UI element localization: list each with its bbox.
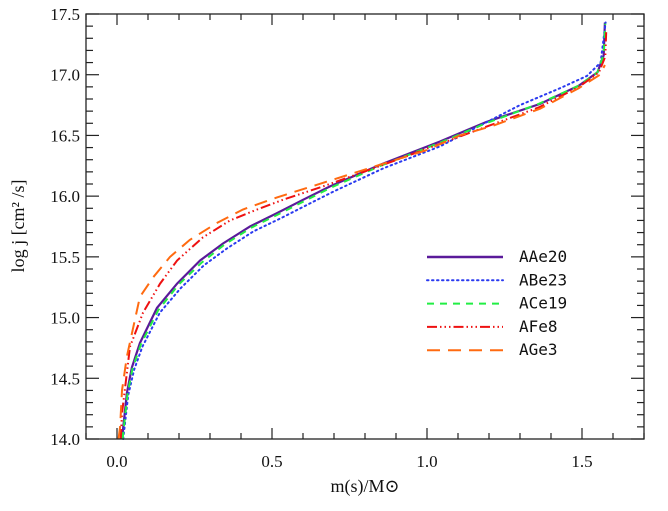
legend-label: ABe23 xyxy=(519,270,567,289)
legend-label: AFe8 xyxy=(519,317,558,336)
y-tick-label: 16.5 xyxy=(50,126,80,145)
legend-item-ACe19: ACe19 xyxy=(427,294,567,313)
y-tick-label: 14.5 xyxy=(50,369,80,388)
x-tick-label: 0.0 xyxy=(106,452,127,471)
legend-item-AFe8: AFe8 xyxy=(427,317,558,336)
x-tick-label: 1.0 xyxy=(416,452,437,471)
legend-item-AAe20: AAe20 xyxy=(427,247,567,266)
legend-item-AGe3: AGe3 xyxy=(427,340,558,359)
y-tick-label: 14.0 xyxy=(50,430,80,449)
y-tick-label: 17.0 xyxy=(50,66,80,85)
series-line-ABe23 xyxy=(122,21,607,440)
legend-label: ACe19 xyxy=(519,294,567,313)
legend-item-ABe23: ABe23 xyxy=(426,270,567,289)
y-tick-labels: 14.0 14.5 15.0 15.5 16.0 16.5 17.0 17.5 xyxy=(50,5,80,449)
series-line-AAe20 xyxy=(120,22,606,440)
x-axis-label: m(s)/M⊙ xyxy=(330,476,399,497)
x-tick-label: 1.5 xyxy=(571,452,592,471)
y-axis-label: log j [cm² /s] xyxy=(8,180,28,273)
plot-frame xyxy=(85,13,645,440)
legend-label: AGe3 xyxy=(519,340,558,359)
axis-ticks xyxy=(85,13,645,440)
y-tick-label: 15.5 xyxy=(50,248,80,267)
legend: AAe20 ABe23 ACe19 AFe8 AGe3 xyxy=(426,247,567,359)
series-line-AGe3 xyxy=(117,64,606,440)
y-tick-label: 15.0 xyxy=(50,309,80,328)
series-line-AFe8 xyxy=(119,32,608,440)
legend-label: AAe20 xyxy=(519,247,567,266)
y-tick-label: 17.5 xyxy=(50,5,80,24)
series-lines xyxy=(117,21,608,440)
y-tick-label: 16.0 xyxy=(50,187,80,206)
series-line-ACe19 xyxy=(121,23,607,440)
x-tick-labels: 0.0 0.5 1.0 1.5 xyxy=(106,452,592,471)
x-tick-label: 0.5 xyxy=(261,452,282,471)
